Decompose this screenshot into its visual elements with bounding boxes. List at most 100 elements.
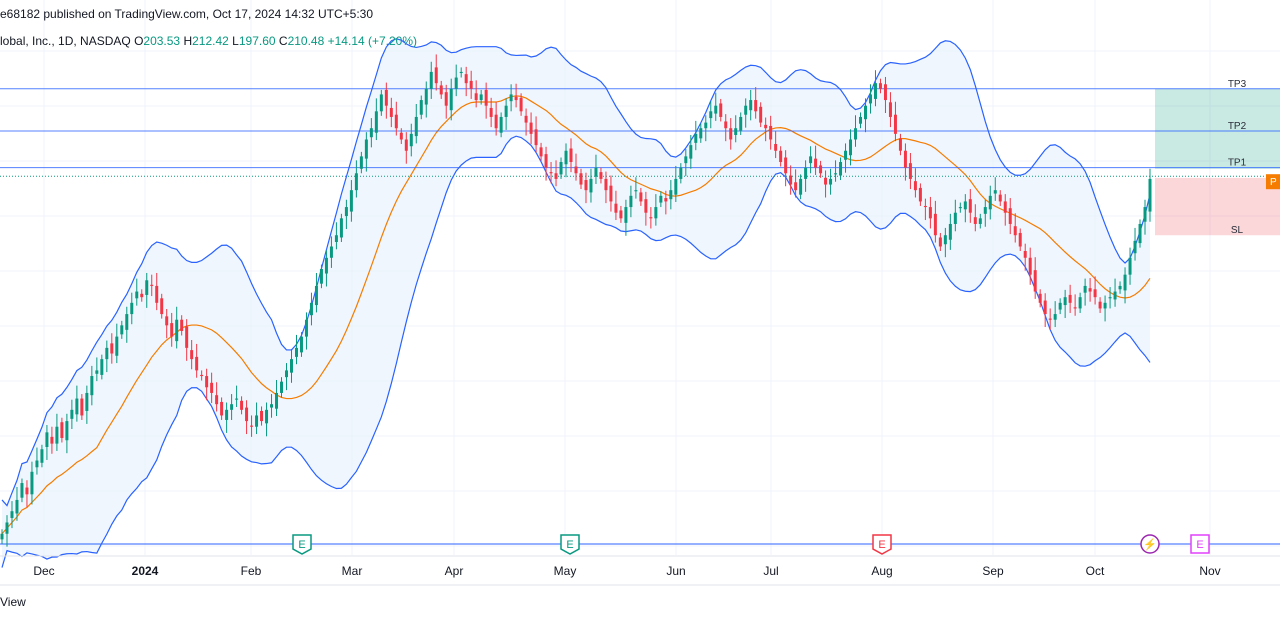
candle-body bbox=[584, 180, 588, 191]
candle-body bbox=[245, 407, 249, 422]
candle-body bbox=[898, 138, 902, 151]
candle-body bbox=[784, 157, 788, 174]
candle-body bbox=[1073, 307, 1077, 309]
candle-body bbox=[50, 436, 54, 444]
candle-body bbox=[429, 71, 433, 89]
candle-body bbox=[973, 217, 977, 224]
candle-body bbox=[769, 125, 773, 140]
candle-body bbox=[205, 376, 209, 388]
candle-body bbox=[1088, 288, 1092, 292]
candle-body bbox=[764, 124, 768, 129]
candle-body bbox=[289, 359, 293, 373]
candle-body bbox=[719, 103, 723, 117]
candle-body bbox=[649, 217, 653, 219]
candle-body bbox=[1063, 297, 1067, 306]
candle-body bbox=[464, 74, 468, 84]
entry-badge bbox=[1266, 174, 1280, 190]
candle-body bbox=[1103, 302, 1107, 309]
event-markers: E E E ⚡ E bbox=[292, 534, 1210, 555]
candle-body bbox=[599, 172, 603, 179]
close-label: C bbox=[278, 34, 288, 48]
x-tick-label: Aug bbox=[871, 564, 892, 578]
candle-body bbox=[913, 181, 917, 191]
candle-body bbox=[180, 319, 184, 331]
candle-body bbox=[484, 89, 488, 106]
candle-body bbox=[779, 150, 783, 163]
x-tick-label: Nov bbox=[1199, 564, 1220, 578]
candle-body bbox=[619, 210, 623, 219]
candle-body bbox=[839, 162, 843, 176]
candle-body bbox=[105, 347, 109, 360]
candle-body bbox=[1028, 257, 1032, 275]
low-value: 197.60 bbox=[238, 34, 276, 48]
candle-body bbox=[394, 114, 398, 129]
candle-body bbox=[35, 460, 39, 468]
candle-body bbox=[135, 291, 139, 299]
candle-body bbox=[230, 404, 234, 410]
target-levels: TP3 TP2 TP1 SL P bbox=[0, 79, 1280, 545]
candle-body bbox=[439, 85, 443, 95]
candle-body bbox=[150, 284, 154, 286]
candle-body bbox=[469, 80, 473, 89]
candle-body bbox=[878, 83, 882, 89]
stop-zone bbox=[1155, 177, 1280, 236]
candle-body bbox=[1023, 251, 1027, 258]
candle-body bbox=[424, 88, 428, 105]
candle-body bbox=[1033, 270, 1037, 292]
low-label: L bbox=[232, 34, 239, 48]
high-value: 212.42 bbox=[192, 34, 229, 48]
earnings-marker bbox=[560, 534, 580, 555]
candle-body bbox=[739, 116, 743, 131]
candle-body bbox=[859, 116, 863, 124]
candle-body bbox=[1013, 226, 1017, 236]
candle-body bbox=[794, 182, 798, 191]
candle-body bbox=[1143, 207, 1147, 222]
candle-body bbox=[255, 415, 259, 427]
candle-body bbox=[359, 156, 363, 169]
candle-body bbox=[1078, 297, 1082, 309]
candle-body bbox=[1083, 285, 1087, 293]
close-value: 210.48 bbox=[287, 34, 325, 48]
candle-body bbox=[260, 410, 264, 422]
candle-body bbox=[564, 150, 568, 165]
candle-body bbox=[1133, 240, 1137, 254]
candle-body bbox=[145, 280, 149, 295]
open-label: O bbox=[134, 34, 144, 48]
candle-body bbox=[1053, 314, 1057, 320]
candle-body bbox=[459, 71, 463, 74]
candle-body bbox=[918, 187, 922, 202]
candle-body bbox=[344, 207, 348, 217]
band-fill bbox=[2, 38, 1150, 568]
candle-body bbox=[120, 325, 124, 335]
candle-body bbox=[534, 129, 538, 146]
candle-body bbox=[90, 376, 94, 396]
candle-body bbox=[1003, 201, 1007, 213]
candle-body bbox=[689, 145, 693, 159]
candle-body bbox=[998, 194, 1002, 202]
candle-body bbox=[609, 185, 613, 202]
candle-body bbox=[744, 105, 748, 115]
x-tick-label: Jul bbox=[763, 564, 778, 578]
open-value: 203.53 bbox=[143, 34, 181, 48]
candle-body bbox=[854, 128, 858, 140]
candle-body bbox=[334, 235, 338, 242]
candle-body bbox=[304, 319, 308, 337]
candle-body bbox=[80, 398, 84, 416]
candle-body bbox=[1008, 208, 1012, 224]
candle-body bbox=[614, 203, 618, 213]
candle-body bbox=[734, 128, 738, 135]
candle-body bbox=[629, 195, 633, 208]
candle-body bbox=[933, 213, 937, 236]
candle-body bbox=[1093, 289, 1097, 298]
candle-body bbox=[908, 163, 912, 179]
candle-body bbox=[953, 212, 957, 224]
dividend-marker bbox=[1140, 534, 1160, 554]
candle-body bbox=[479, 94, 483, 101]
candle-body bbox=[589, 178, 593, 193]
candle-body bbox=[270, 404, 274, 408]
candle-body bbox=[399, 132, 403, 140]
candle-body bbox=[1068, 294, 1072, 303]
candle-body bbox=[324, 257, 328, 274]
level-label: TP2 bbox=[1228, 121, 1247, 132]
